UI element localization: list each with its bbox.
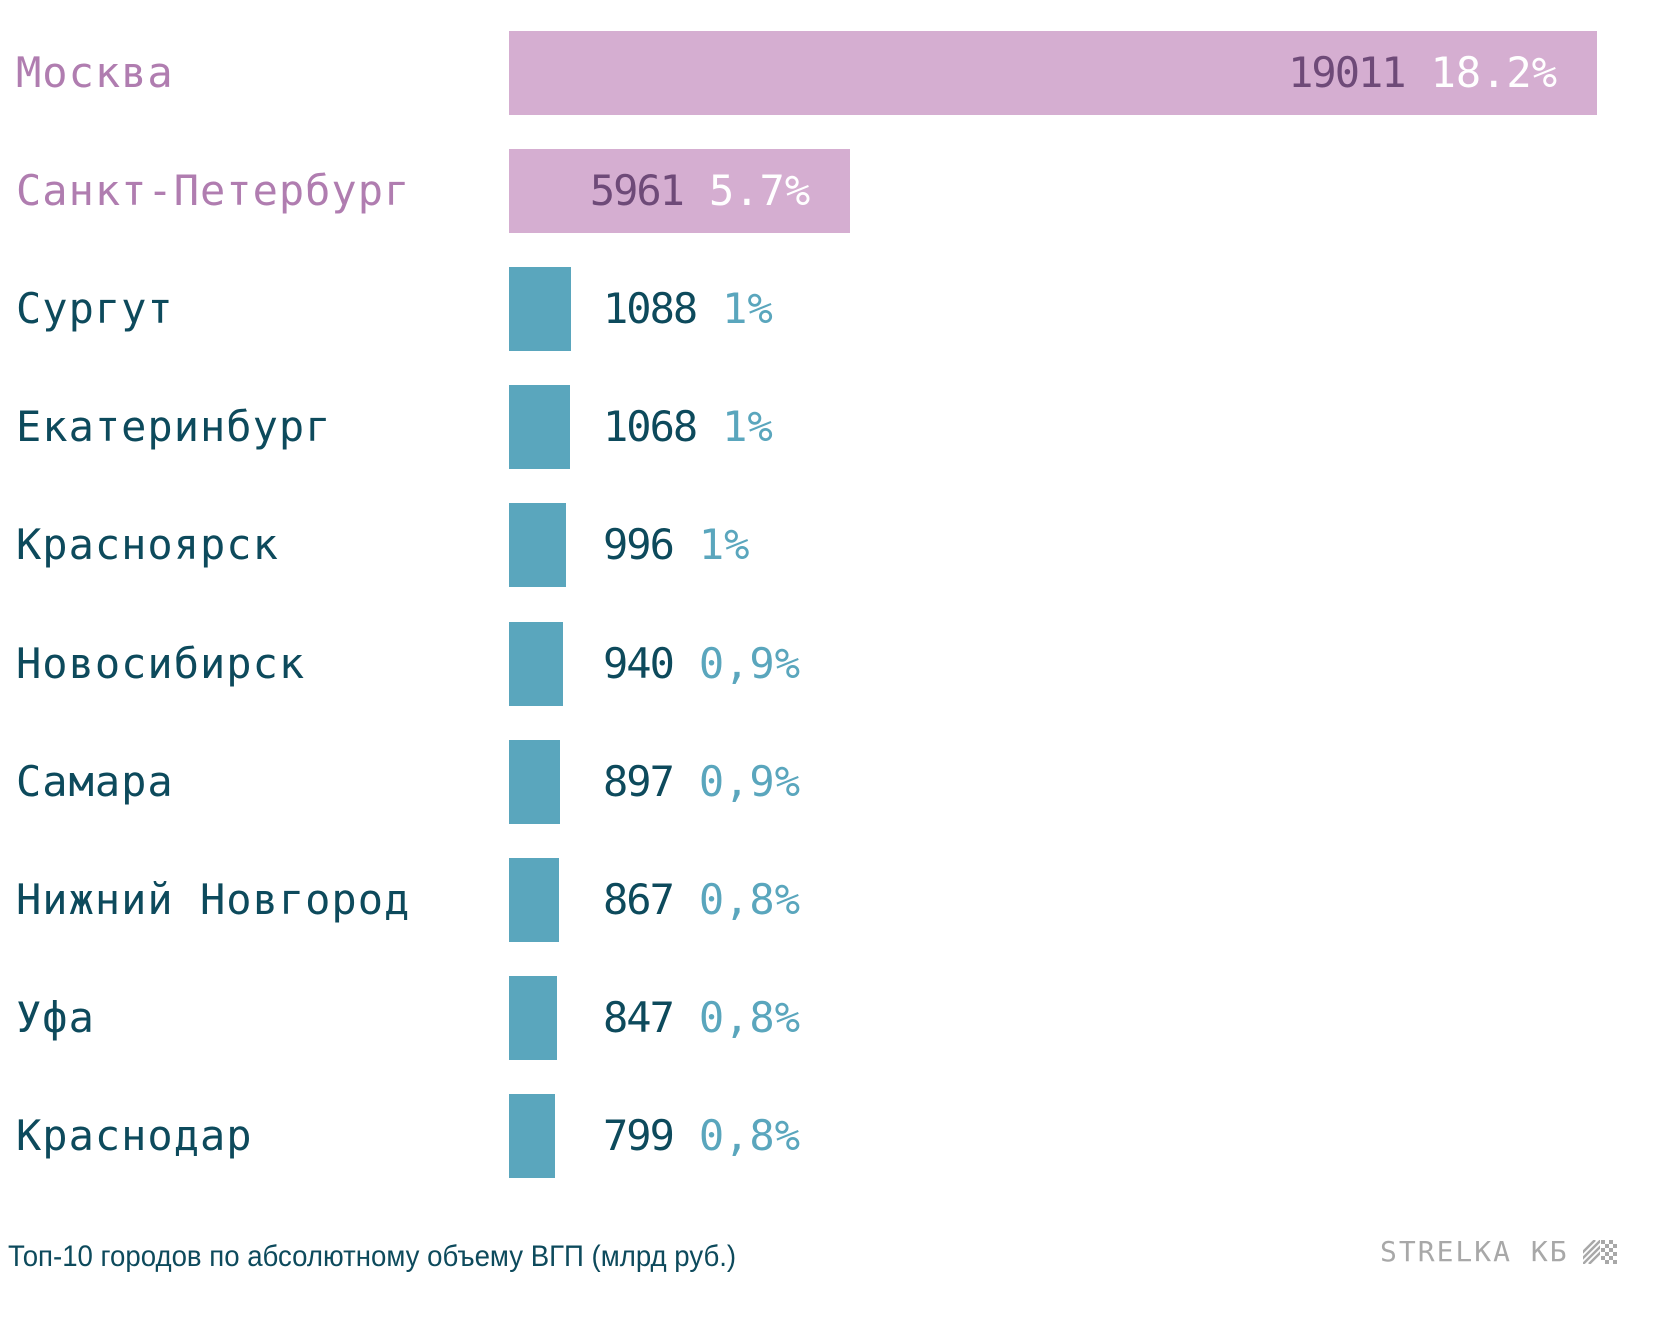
value-label: 847 (603, 992, 675, 1042)
value-label: 897 (603, 756, 675, 806)
bar-row: Краснодар 799 0,8% (0, 1093, 1680, 1178)
bar-row: Сургут 1088 1% (0, 267, 1680, 352)
value-label: 799 (603, 1110, 675, 1160)
bar (509, 503, 566, 588)
value-label: 5961 (589, 166, 685, 216)
bar-row: Уфа 847 0,8% (0, 975, 1680, 1060)
data-labels: 19011 18.2% (1288, 31, 1557, 115)
percent-label: 0,8% (698, 874, 801, 924)
bar (509, 31, 1597, 115)
data-labels: 940 0,9% (603, 622, 800, 706)
data-labels: 5961 5.7% (590, 149, 810, 233)
bar (509, 149, 851, 234)
striped-pattern-icon (1582, 1240, 1617, 1264)
category-label: Нижний Новгород (16, 874, 411, 924)
chart-caption: Топ-10 городов по абсолютному объему ВГП… (8, 1240, 737, 1273)
value-label: 940 (603, 638, 675, 688)
bar (509, 385, 571, 470)
value-label: 867 (603, 874, 675, 924)
category-label: Уфа (16, 992, 95, 1042)
data-labels: 847 0,8% (603, 976, 800, 1060)
logo-text: STRELKA КБ (1380, 1235, 1569, 1268)
bar-row: Екатеринбург 1068 1% (0, 385, 1680, 470)
category-label: Краснодар (16, 1110, 253, 1160)
percent-label: 1% (698, 520, 750, 570)
data-labels: 799 0,8% (603, 1094, 800, 1178)
bar (509, 739, 561, 824)
category-label: Санкт-Петербург (16, 166, 411, 216)
bar-row: Новосибирск 940 0,9% (0, 621, 1680, 706)
value-label: 19011 (1288, 48, 1406, 97)
percent-label: 0,9% (698, 756, 801, 806)
data-labels: 897 0,9% (603, 740, 800, 824)
percent-label: 0,9% (698, 638, 801, 688)
category-label: Красноярск (16, 520, 279, 570)
data-labels: 867 0,8% (603, 858, 800, 942)
bar-row: Самара 897 0,9% (0, 739, 1680, 824)
category-label: Москва (16, 48, 174, 97)
data-labels: 996 1% (603, 503, 749, 587)
value-label: 1068 (603, 402, 698, 452)
bar (509, 1093, 555, 1178)
bar-row: Нижний Новгород 867 0,8% (0, 857, 1680, 942)
category-label: Екатеринбург (16, 402, 332, 452)
category-label: Самара (16, 756, 174, 806)
bar-row: Санкт-Петербург 5961 5.7% (0, 149, 1680, 234)
category-label: Новосибирск (16, 638, 306, 688)
bar (509, 975, 558, 1060)
percent-label: 0,8% (698, 992, 801, 1042)
percent-label: 1% (722, 284, 773, 334)
bar-chart: Москва 19011 18.2% Санкт-Петербург 5961 5.7% С… (0, 31, 1680, 1178)
bar-row: Красноярск 996 1% (0, 503, 1680, 588)
percent-label: 5.7% (708, 166, 811, 216)
percent-label: 18.2% (1430, 48, 1557, 97)
data-labels: 1068 1% (603, 385, 773, 469)
strelka-logo: STRELKA КБ (1380, 1236, 1617, 1268)
percent-label: 1% (722, 402, 773, 452)
bar (509, 857, 559, 942)
category-label: Сургут (16, 284, 174, 334)
bar-row: Москва 19011 18.2% (0, 31, 1680, 115)
value-label: 996 (603, 520, 675, 570)
percent-label: 0,8% (698, 1110, 801, 1160)
bar (509, 621, 563, 706)
value-label: 1088 (603, 284, 698, 334)
data-labels: 1088 1% (603, 267, 773, 351)
bar (509, 267, 572, 352)
